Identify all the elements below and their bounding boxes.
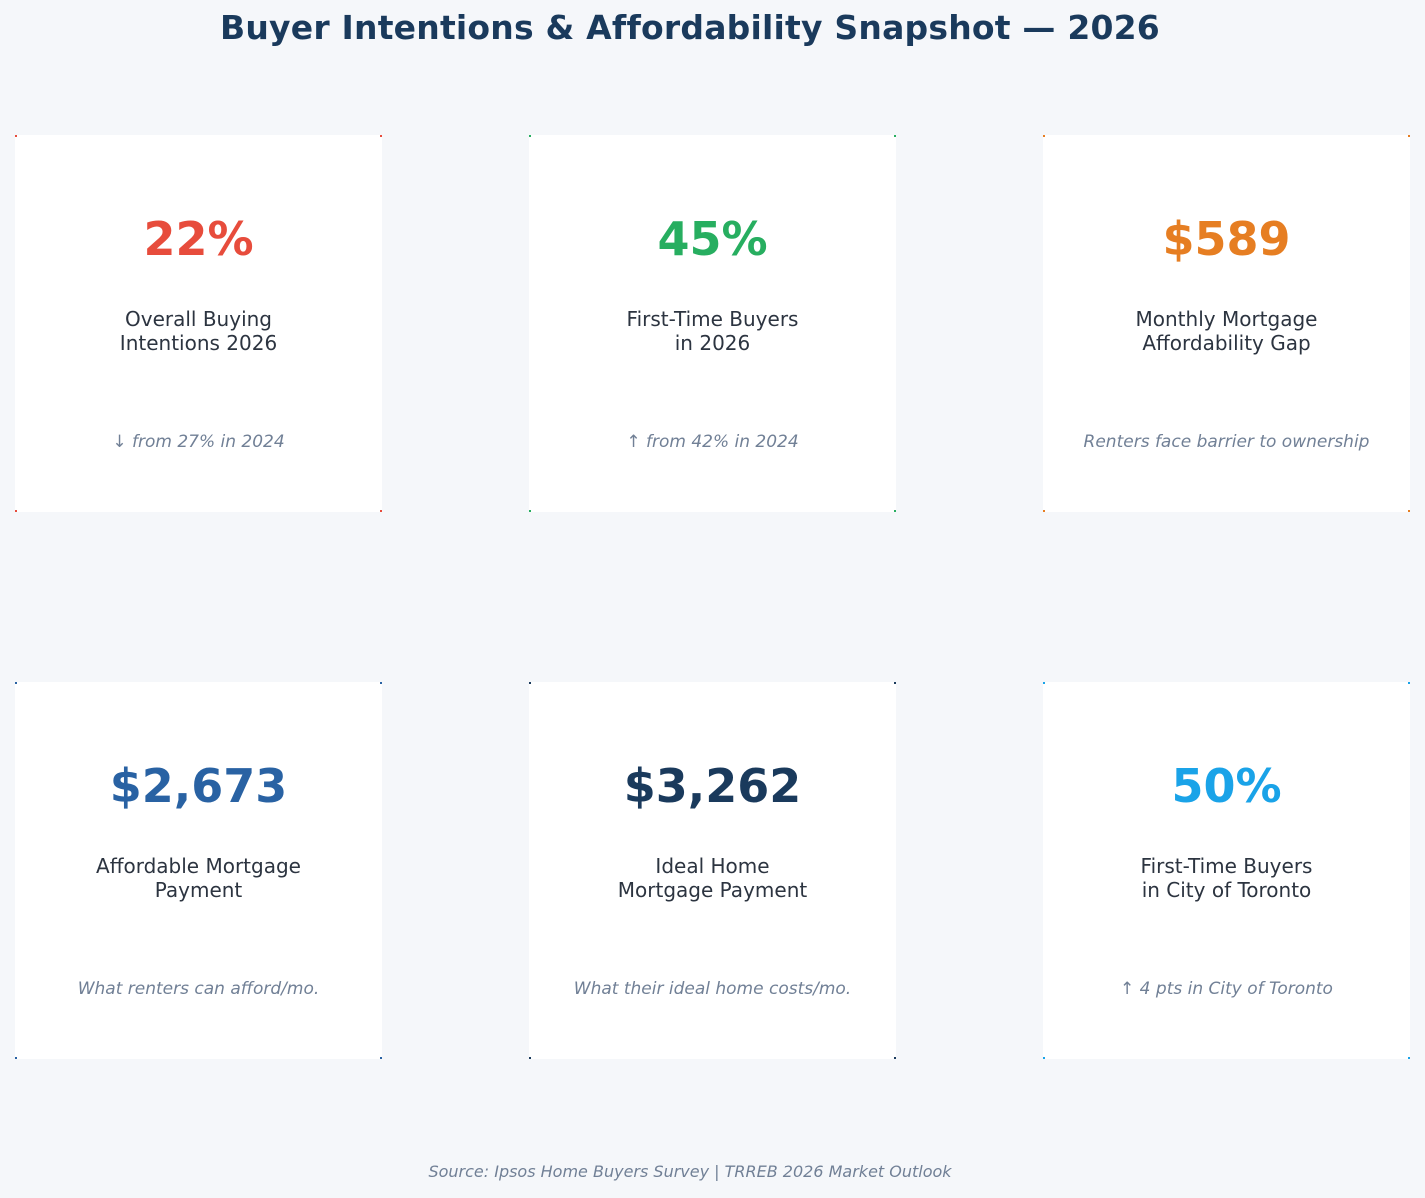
kpi-label: Ideal Home Mortgage Payment [617, 854, 808, 902]
card-corner-accent [15, 135, 17, 137]
card-corner-accent [894, 510, 896, 512]
kpi-card: $2,673 Affordable Mortgage Payment What re… [15, 682, 382, 1059]
card-corner-accent [529, 510, 531, 512]
card-corner-accent [1408, 682, 1410, 684]
kpi-card: 45% First-Time Buyers in 2026 ↑ from 42% i… [529, 135, 896, 512]
kpi-card: 50% First-Time Buyers in City of Toronto ↑… [1043, 682, 1410, 1059]
kpi-note: ↑ 4 pts in City of Toronto [1120, 979, 1333, 999]
kpi-label: First-Time Buyers in 2026 [626, 307, 799, 355]
kpi-label: Overall Buying Intentions 2026 [119, 307, 278, 355]
card-corner-accent [894, 1057, 896, 1059]
card-corner-accent [380, 135, 382, 137]
card-corner-accent [529, 135, 531, 137]
page-title: Buyer Intentions & Affordability Snapsho… [220, 8, 1160, 47]
kpi-value: $2,673 [109, 759, 288, 813]
kpi-note: Renters face barrier to ownership [1083, 432, 1370, 452]
kpi-label: First-Time Buyers in City of Toronto [1140, 854, 1313, 902]
card-corner-accent [529, 1057, 531, 1059]
card-corner-accent [15, 510, 17, 512]
card-corner-accent [1043, 1057, 1045, 1059]
card-corner-accent [1043, 510, 1045, 512]
card-corner-accent [1408, 510, 1410, 512]
card-corner-accent [15, 1057, 17, 1059]
kpi-value: 22% [143, 212, 254, 266]
kpi-value: $3,262 [623, 759, 802, 813]
kpi-label: Monthly Mortgage Affordability Gap [1135, 307, 1318, 355]
card-corner-accent [1043, 682, 1045, 684]
kpi-card: 22% Overall Buying Intentions 2026 ↓ from … [15, 135, 382, 512]
kpi-note: What their ideal home costs/mo. [573, 979, 852, 999]
source-note: Source: Ipsos Home Buyers Survey | TRREB… [428, 1162, 952, 1181]
card-corner-accent [15, 682, 17, 684]
card-corner-accent [380, 510, 382, 512]
kpi-value: 50% [1171, 759, 1282, 813]
card-corner-accent [529, 682, 531, 684]
kpi-note: ↓ from 27% in 2024 [112, 432, 285, 452]
card-corner-accent [1043, 135, 1045, 137]
card-corner-accent [380, 682, 382, 684]
kpi-value: 45% [657, 212, 768, 266]
kpi-card: $589 Monthly Mortgage Affordability Gap Re… [1043, 135, 1410, 512]
kpi-note: ↑ from 42% in 2024 [626, 432, 799, 452]
card-corner-accent [1408, 1057, 1410, 1059]
card-corner-accent [894, 135, 896, 137]
kpi-value: $589 [1162, 212, 1291, 266]
kpi-card: $3,262 Ideal Home Mortgage Payment What th… [529, 682, 896, 1059]
kpi-note: What renters can afford/mo. [77, 979, 320, 999]
card-corner-accent [1408, 135, 1410, 137]
kpi-label: Affordable Mortgage Payment [96, 854, 301, 902]
card-corner-accent [380, 1057, 382, 1059]
card-corner-accent [894, 682, 896, 684]
